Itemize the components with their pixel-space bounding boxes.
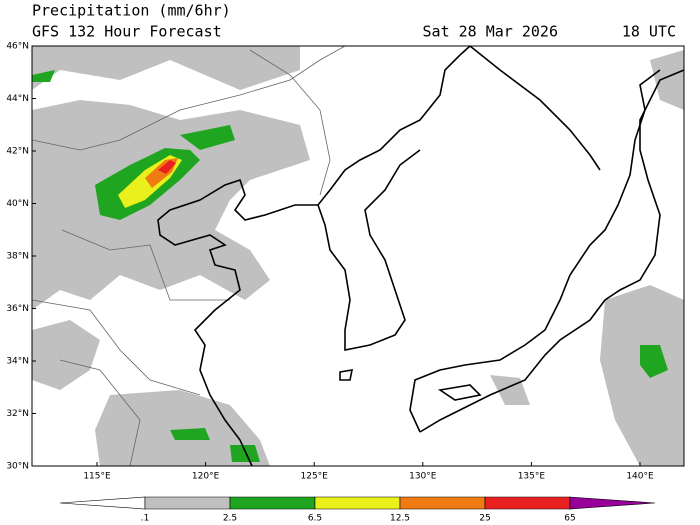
legend-label: 65 xyxy=(564,514,575,524)
lon-label: 120°E xyxy=(192,472,220,482)
legend-swatch xyxy=(144,496,231,510)
legend-swatch xyxy=(314,496,401,510)
legend-swatch xyxy=(229,496,316,510)
lat-label: 36°N xyxy=(6,304,29,314)
precip-extreme xyxy=(158,160,176,174)
lat-label: 38°N xyxy=(6,252,29,262)
title: Precipitation (mm/6hr) xyxy=(32,2,231,20)
lat-label: 44°N xyxy=(6,94,29,104)
map-area xyxy=(32,46,684,466)
legend-swatch xyxy=(569,496,656,510)
precip-light xyxy=(32,46,684,466)
lon-label: 125°E xyxy=(301,472,329,482)
legend-label: 25 xyxy=(479,514,490,524)
lat-label: 42°N xyxy=(6,147,29,157)
lon-label: 115°E xyxy=(83,472,111,482)
lon-label: 140°E xyxy=(626,472,654,482)
political-borders xyxy=(32,46,346,466)
legend-swatch xyxy=(484,496,571,510)
legend-label: 12.5 xyxy=(390,514,410,524)
time: 18 UTC xyxy=(622,23,676,41)
coastlines xyxy=(157,46,684,466)
legend-label: 6.5 xyxy=(308,514,322,524)
lat-label: 40°N xyxy=(6,199,29,209)
lon-label: 135°E xyxy=(518,472,546,482)
lat-label: 30°N xyxy=(6,462,29,472)
lon-label: 130°E xyxy=(409,472,437,482)
legend-label: 2.5 xyxy=(223,514,237,524)
lat-label: 46°N xyxy=(6,42,29,52)
lat-label: 32°N xyxy=(6,409,29,419)
date: Sat 28 Mar 2026 xyxy=(423,23,558,41)
legend-swatch xyxy=(399,496,486,510)
legend-swatch xyxy=(59,496,146,510)
lat-label: 34°N xyxy=(6,357,29,367)
subtitle: GFS 132 Hour Forecast xyxy=(32,23,222,41)
legend-label: .1 xyxy=(141,514,150,524)
